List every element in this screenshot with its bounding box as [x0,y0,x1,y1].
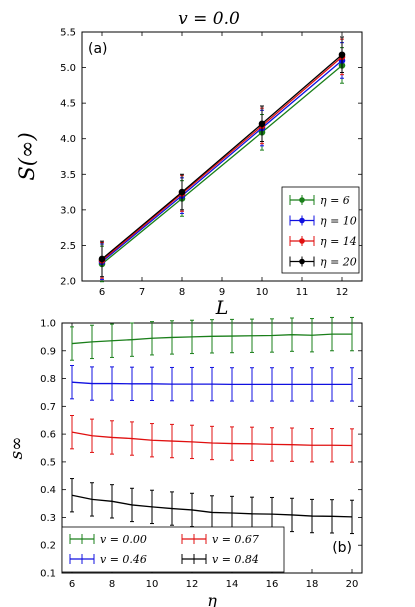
legend-label: v = 0.67 [212,533,259,546]
x-tick-label: 6 [69,579,75,590]
x-tick-label: 18 [306,579,319,590]
legend-entry: v = 0.46 [69,553,147,566]
series [98,36,346,278]
x-axis-label: η [207,591,217,607]
x-axis-label: L [215,297,229,319]
legend-entry: η = 6 [289,194,350,207]
legend-label: v = 0.46 [100,553,147,566]
series [70,415,354,463]
legend-box [281,186,360,274]
y-tick-label: 0.6 [40,430,56,441]
y-tick-label: 5.0 [60,63,76,74]
y-tick-label: 4.0 [60,134,76,145]
x-tick-label: 7 [139,287,145,298]
legend-entry: v = 0.84 [181,553,259,566]
x-tick-label: 12 [186,579,199,590]
x-tick-label: 12 [336,287,349,298]
y-tick-label: 0.7 [40,402,56,413]
x-tick-label: 9 [219,287,225,298]
y-tick-label: 2.5 [60,241,76,252]
x-tick-label: 16 [266,579,279,590]
legend-entry: η = 20 [289,256,357,269]
x-tick-label: 14 [226,579,239,590]
series-line [101,59,343,263]
legend-entry: η = 14 [289,235,357,248]
y-tick-label: 0.4 [40,485,56,496]
data-point [98,255,106,263]
y-tick-label: 5.5 [60,28,76,39]
legend-box [61,526,285,573]
legend-marker [299,258,305,265]
legend-entry: v = 0.67 [181,533,259,546]
y-tick-label: 0.5 [40,457,56,468]
series-line [101,64,343,265]
panel-label: (b) [332,540,352,556]
y-tick-label: 0.9 [40,346,56,357]
legend-label: η = 10 [320,215,357,228]
series [70,365,354,402]
legend: η = 6 η = 10 η = 14 η = 20 [281,186,360,274]
data-point [178,188,186,196]
y-axis-label: S(∞) [15,132,39,180]
x-tick-label: 11 [296,287,309,298]
legend-entry: η = 10 [289,215,357,228]
legend: v = 0.00 v = 0.46 v = 0.67 v = 0.84 [61,526,285,573]
y-tick-label: 0.1 [40,569,56,580]
panel-label: (a) [88,41,108,57]
y-tick-label: 4.5 [60,99,76,110]
x-tick-label: 8 [109,579,115,590]
legend-marker [299,217,305,224]
legend-label: v = 0.00 [100,533,147,546]
y-tick-label: 3.0 [60,205,76,216]
legend-marker [299,238,305,244]
data-point [338,51,346,59]
y-axis-label: s∞ [7,437,27,460]
series [70,316,354,361]
x-tick-label: 10 [256,287,269,298]
series [70,478,354,535]
y-tick-label: 0.3 [40,513,56,524]
legend-label: η = 6 [320,194,350,207]
figure-title: v = 0.0 [178,9,240,29]
x-tick-label: 20 [346,579,359,590]
series-line [101,56,343,261]
y-tick-label: 1.0 [40,319,56,330]
x-tick-label: 8 [179,287,185,298]
legend-label: η = 20 [320,256,357,269]
y-tick-label: 3.5 [60,170,76,181]
legend-entry: v = 0.00 [69,533,147,546]
legend-label: η = 14 [320,235,357,248]
x-tick-label: 6 [99,287,105,298]
panel-a: 6 7 8 9 10 11 12 2.0 2.5 3.0 3.5 4.0 4.5 5.0 5.5 L S(∞) (… [15,28,363,319]
y-tick-label: 0.8 [40,374,56,385]
legend-marker [299,197,305,203]
panel-b: 6 8 10 12 14 16 18 20 0.1 0.2 0.3 0.4 0.5 0.6 0.7 0.8 0.… [7,316,363,607]
x-tick-label: 10 [146,579,159,590]
y-tick-label: 0.2 [40,541,56,552]
y-tick-label: 2.0 [60,277,76,288]
series-line [101,54,343,260]
legend-label: v = 0.84 [212,553,259,566]
data-point [258,120,266,128]
